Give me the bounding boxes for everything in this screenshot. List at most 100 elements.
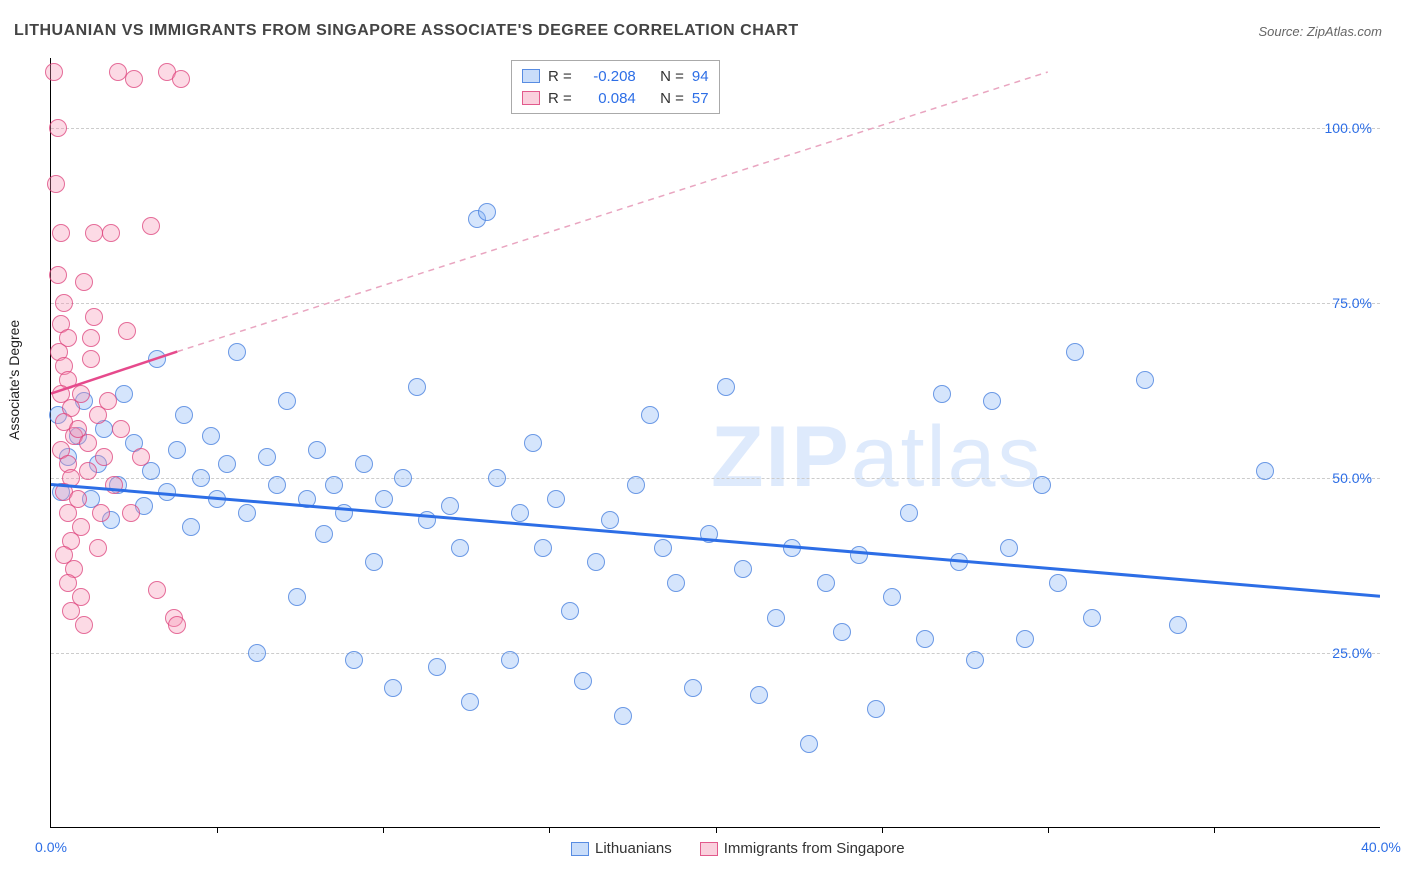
data-point: [298, 490, 316, 508]
data-point: [966, 651, 984, 669]
data-point: [79, 434, 97, 452]
data-point: [105, 476, 123, 494]
data-point: [175, 406, 193, 424]
stats-row-pink: R = 0.084 N = 57: [522, 87, 709, 109]
data-point: [418, 511, 436, 529]
stats-legend-box: R = -0.208 N = 94 R = 0.084 N = 57: [511, 60, 720, 114]
data-point: [900, 504, 918, 522]
y-tick: 100.0%: [1325, 120, 1372, 136]
data-point: [627, 476, 645, 494]
data-point: [534, 539, 552, 557]
data-point: [102, 224, 120, 242]
data-point: [228, 343, 246, 361]
data-point: [365, 553, 383, 571]
data-point: [99, 392, 117, 410]
r-label: R =: [548, 68, 572, 85]
data-point: [750, 686, 768, 704]
data-point: [488, 469, 506, 487]
data-point: [717, 378, 735, 396]
legend-label-blue: Lithuanians: [595, 840, 672, 857]
data-point: [345, 651, 363, 669]
data-point: [667, 574, 685, 592]
data-point: [700, 525, 718, 543]
data-point: [950, 553, 968, 571]
data-point: [800, 735, 818, 753]
data-point: [89, 539, 107, 557]
data-point: [384, 679, 402, 697]
data-point: [867, 700, 885, 718]
y-tick: 50.0%: [1332, 470, 1372, 486]
data-point: [75, 273, 93, 291]
data-point: [52, 224, 70, 242]
data-point: [451, 539, 469, 557]
data-point: [335, 504, 353, 522]
data-point: [288, 588, 306, 606]
r-value-blue: -0.208: [580, 68, 636, 85]
data-point: [308, 441, 326, 459]
data-point: [983, 392, 1001, 410]
y-tick: 75.0%: [1332, 295, 1372, 311]
data-point: [45, 63, 63, 81]
data-point: [192, 469, 210, 487]
data-point: [49, 266, 67, 284]
data-point: [132, 448, 150, 466]
data-point: [461, 693, 479, 711]
x-tick: 0.0%: [35, 839, 67, 855]
data-point: [142, 217, 160, 235]
legend-label-pink: Immigrants from Singapore: [724, 840, 905, 857]
data-point: [278, 392, 296, 410]
data-point: [95, 448, 113, 466]
data-point: [268, 476, 286, 494]
n-label: N =: [660, 90, 684, 107]
y-tick: 25.0%: [1332, 645, 1372, 661]
data-point: [684, 679, 702, 697]
n-label: N =: [660, 68, 684, 85]
watermark-thin: atlas: [851, 409, 1043, 505]
data-point: [92, 504, 110, 522]
data-point: [501, 651, 519, 669]
data-point: [1066, 343, 1084, 361]
trend-lines: [51, 58, 1380, 827]
data-point: [933, 385, 951, 403]
data-point: [47, 175, 65, 193]
data-point: [654, 539, 672, 557]
data-point: [641, 406, 659, 424]
data-point: [258, 448, 276, 466]
swatch-pink-icon: [700, 842, 718, 856]
data-point: [1136, 371, 1154, 389]
swatch-pink-icon: [522, 91, 540, 105]
data-point: [69, 490, 87, 508]
data-point: [49, 119, 67, 137]
data-point: [315, 525, 333, 543]
data-point: [72, 385, 90, 403]
data-point: [1083, 609, 1101, 627]
data-point: [850, 546, 868, 564]
data-point: [394, 469, 412, 487]
data-point: [112, 420, 130, 438]
data-point: [883, 588, 901, 606]
data-point: [408, 378, 426, 396]
data-point: [75, 616, 93, 634]
data-point: [325, 476, 343, 494]
watermark-bold: ZIP: [711, 409, 851, 505]
data-point: [118, 322, 136, 340]
data-point: [238, 504, 256, 522]
swatch-blue-icon: [571, 842, 589, 856]
data-point: [202, 427, 220, 445]
n-value-pink: 57: [692, 90, 709, 107]
data-point: [82, 350, 100, 368]
data-point: [561, 602, 579, 620]
legend-bottom: Lithuanians Immigrants from Singapore: [571, 840, 905, 857]
data-point: [1033, 476, 1051, 494]
data-point: [441, 497, 459, 515]
data-point: [158, 483, 176, 501]
legend-item-pink: Immigrants from Singapore: [700, 840, 905, 857]
data-point: [1000, 539, 1018, 557]
data-point: [547, 490, 565, 508]
data-point: [1169, 616, 1187, 634]
source-prefix: Source:: [1258, 24, 1306, 39]
data-point: [172, 70, 190, 88]
swatch-blue-icon: [522, 69, 540, 83]
data-point: [248, 644, 266, 662]
data-point: [1049, 574, 1067, 592]
